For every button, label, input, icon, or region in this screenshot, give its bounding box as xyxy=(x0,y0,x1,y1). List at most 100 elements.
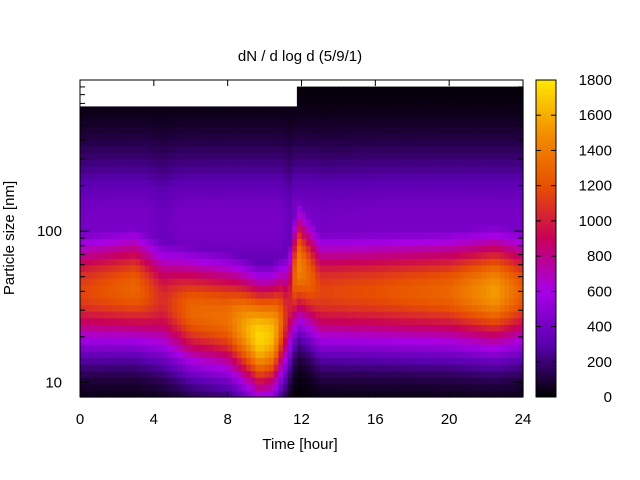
heatmap-cell xyxy=(135,245,141,253)
heatmap-cell xyxy=(80,350,86,358)
heatmap-cell xyxy=(227,225,233,233)
heatmap-cell xyxy=(458,106,464,114)
heatmap-cell xyxy=(89,330,95,339)
heatmap-cell xyxy=(366,179,372,187)
heatmap-cell xyxy=(366,152,372,160)
heatmap-cell xyxy=(218,218,224,226)
heatmap-cell xyxy=(287,297,293,306)
heatmap-cell xyxy=(370,304,376,312)
heatmap-cell xyxy=(495,172,501,180)
heatmap-cell xyxy=(463,152,469,160)
heatmap-cell xyxy=(458,390,464,398)
heatmap-cell xyxy=(333,132,340,141)
heatmap-cell xyxy=(264,271,270,279)
heatmap-cell xyxy=(490,350,496,358)
heatmap-cell xyxy=(430,106,436,114)
heatmap-cell xyxy=(93,146,100,154)
heatmap-cell xyxy=(384,264,390,273)
heatmap-cell xyxy=(416,212,423,220)
heatmap-cell xyxy=(227,172,233,180)
heatmap-cell xyxy=(121,159,127,167)
heatmap-cell xyxy=(149,139,155,147)
heatmap-cell xyxy=(255,311,261,319)
heatmap-cell xyxy=(324,86,330,94)
heatmap-cell xyxy=(315,278,321,286)
heatmap-cell xyxy=(278,297,284,306)
heatmap-cell xyxy=(241,225,247,233)
heatmap-cell xyxy=(139,317,146,325)
heatmap-cell xyxy=(255,330,261,339)
heatmap-cell xyxy=(89,357,95,365)
heatmap-cell xyxy=(218,152,224,160)
heatmap-cell xyxy=(356,297,363,306)
heatmap-cell xyxy=(476,377,483,385)
heatmap-cell xyxy=(463,370,469,378)
heatmap-cell xyxy=(412,317,418,325)
heatmap-cell xyxy=(292,192,298,200)
heatmap-cell xyxy=(472,205,478,213)
heatmap-cell xyxy=(416,198,423,207)
heatmap-cell xyxy=(426,370,432,378)
heatmap-cell xyxy=(209,370,215,378)
heatmap-cell xyxy=(213,311,220,319)
heatmap-cell xyxy=(236,390,243,398)
heatmap-cell xyxy=(472,337,478,345)
heatmap-cell xyxy=(490,383,496,391)
heatmap-cell xyxy=(195,159,201,167)
heatmap-cell xyxy=(315,251,321,259)
heatmap-cell xyxy=(389,284,395,292)
heatmap-cell xyxy=(499,271,506,279)
heatmap-cell xyxy=(384,106,390,114)
heatmap-cell xyxy=(416,113,423,121)
heatmap-cell xyxy=(264,264,270,273)
heatmap-cell xyxy=(329,99,335,108)
heatmap-cell xyxy=(296,357,303,365)
heatmap-cell xyxy=(186,363,192,372)
heatmap-cell xyxy=(467,311,473,319)
heatmap-cell xyxy=(324,337,330,345)
heatmap-cell xyxy=(449,324,455,332)
heatmap-cell xyxy=(518,264,524,273)
heatmap-cell xyxy=(283,146,289,154)
heatmap-cell xyxy=(518,185,524,193)
heatmap-cell xyxy=(292,238,298,246)
heatmap-cell xyxy=(218,106,224,114)
heatmap-cell xyxy=(278,264,284,273)
heatmap-cell xyxy=(504,291,510,299)
heatmap-cell xyxy=(324,198,330,207)
heatmap-cell xyxy=(509,304,515,312)
heatmap-cell xyxy=(403,258,409,266)
heatmap-cell xyxy=(444,198,450,207)
heatmap-cell xyxy=(403,344,409,352)
heatmap-cell xyxy=(278,271,284,279)
heatmap-cell xyxy=(389,159,395,167)
heatmap-cell xyxy=(393,152,399,160)
heatmap-cell xyxy=(103,245,109,253)
heatmap-cell xyxy=(430,357,436,365)
heatmap-cell xyxy=(213,284,220,292)
heatmap-cell xyxy=(403,86,409,94)
heatmap-cell xyxy=(444,126,450,134)
heatmap-cell xyxy=(135,106,141,114)
heatmap-cell xyxy=(121,291,127,299)
heatmap-cell xyxy=(98,324,104,332)
heatmap-cell xyxy=(310,357,316,365)
heatmap-cell xyxy=(403,245,409,253)
heatmap-cell xyxy=(444,317,450,325)
heatmap-cell xyxy=(315,231,321,240)
heatmap-cell xyxy=(264,311,270,319)
heatmap-cell xyxy=(296,370,303,378)
heatmap-cell xyxy=(259,119,266,127)
heatmap-cell xyxy=(361,192,367,200)
heatmap-cell xyxy=(361,126,367,134)
heatmap-cell xyxy=(103,363,109,372)
heatmap-cell xyxy=(439,99,446,108)
heatmap-cell xyxy=(241,172,247,180)
heatmap-cell xyxy=(296,390,303,398)
heatmap-cell xyxy=(426,324,432,332)
heatmap-cell xyxy=(223,132,229,141)
heatmap-cell xyxy=(126,370,132,378)
heatmap-cell xyxy=(403,238,409,246)
heatmap-cell xyxy=(467,245,473,253)
heatmap-cell xyxy=(213,231,220,240)
